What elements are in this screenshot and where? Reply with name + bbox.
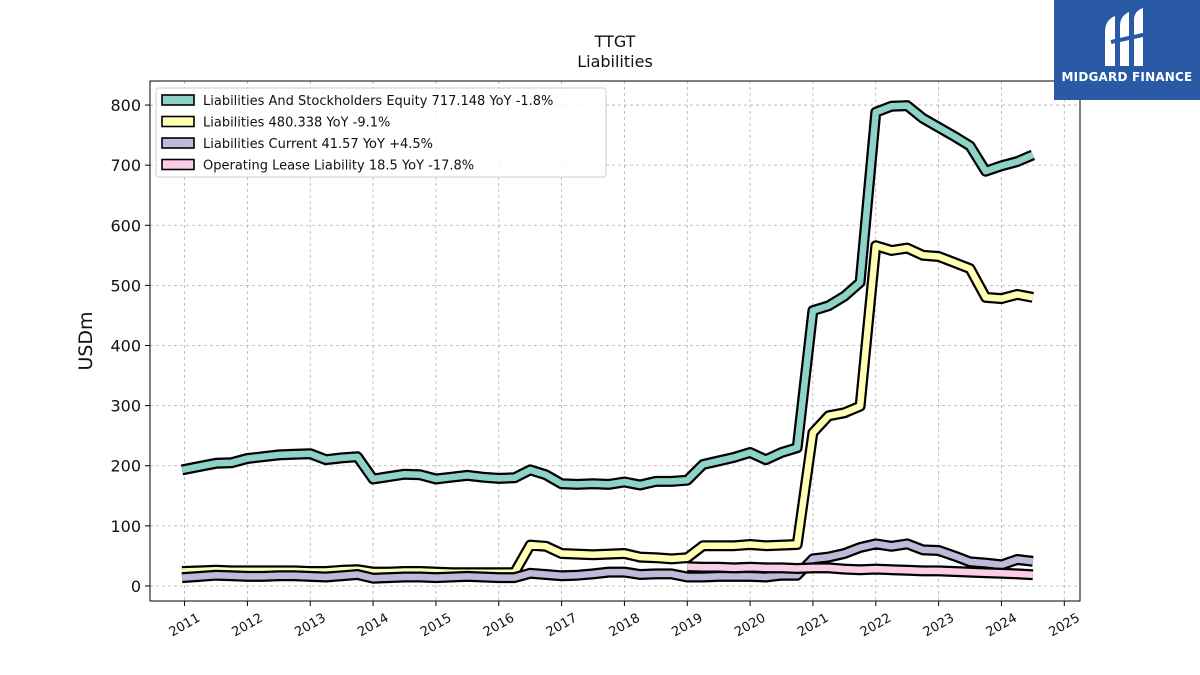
legend-swatch (161, 137, 195, 149)
x-tick-label: 2022 (858, 611, 894, 641)
x-tick-label: 2018 (607, 611, 643, 641)
series-stroke (181, 540, 1034, 582)
logo-mark-icon (1105, 8, 1148, 66)
y-tick-label: 100 (110, 517, 141, 536)
x-tick-label: 2017 (544, 611, 580, 641)
x-tick-label: 2011 (167, 611, 203, 641)
x-tick-label: 2023 (921, 611, 957, 641)
x-tick-label: 2012 (230, 611, 266, 641)
chart-subtitle: Liabilities (577, 52, 653, 71)
y-tick-label: 700 (110, 156, 141, 175)
series-stroke (687, 563, 1034, 579)
series-outline (181, 240, 1034, 579)
x-tick-label: 2016 (481, 611, 517, 641)
plot-frame (149, 80, 1081, 602)
series-stroke (181, 242, 1034, 576)
legend-swatch (161, 158, 195, 171)
y-tick-label: 0 (131, 577, 141, 596)
y-tick-label: 400 (110, 337, 141, 356)
legend-label: Liabilities 480.338 YoY -9.1% (203, 116, 390, 131)
x-tick-label: 2019 (669, 611, 705, 641)
series-stroke (181, 102, 1035, 489)
legend-box (155, 87, 607, 178)
legend-swatch (161, 115, 195, 128)
x-tick-label: 2021 (795, 611, 831, 641)
x-tick-label: 2014 (355, 611, 391, 641)
x-tick-label: 2013 (292, 611, 328, 641)
legend-label: Operating Lease Liability 18.5 YoY -17.8… (203, 159, 474, 174)
x-tick-label: 2020 (732, 611, 768, 641)
legend-item: Operating Lease Liability 18.5 YoY -17.8… (161, 158, 474, 174)
x-tick-label: 2024 (984, 611, 1020, 641)
legend-item: Liabilities 480.338 YoY -9.1% (161, 115, 390, 131)
legend-label: Liabilities And Stockholders Equity 717.… (203, 94, 553, 109)
legend: Liabilities And Stockholders Equity 717.… (155, 87, 607, 178)
y-tick-label: 600 (110, 216, 141, 235)
y-tick-label: 800 (110, 96, 141, 115)
logo-text: MIDGARD FINANCE (1061, 70, 1193, 84)
legend-label: Liabilities Current 41.57 YoY +4.5% (203, 137, 433, 152)
legend-swatch (161, 94, 195, 106)
y-tick-label: 200 (110, 457, 141, 476)
series-line-1 (180, 100, 1036, 491)
chart-title: TTGT (594, 32, 636, 51)
legend-item: Liabilities And Stockholders Equity 717.… (161, 94, 553, 109)
series-line-4 (687, 561, 1034, 581)
y-axis-label: USDm (75, 311, 97, 370)
y-tick-label: 500 (110, 276, 141, 295)
series-line-2 (181, 240, 1034, 579)
series-line-3 (181, 538, 1034, 584)
legend-item: Liabilities Current 41.57 YoY +4.5% (161, 137, 433, 152)
x-tick-label: 2015 (418, 611, 454, 641)
brand-logo: MIDGARD FINANCE (1054, 0, 1200, 100)
x-tick-label: 2025 (1046, 611, 1082, 641)
series-layer (180, 100, 1036, 584)
y-tick-label: 300 (110, 397, 141, 416)
